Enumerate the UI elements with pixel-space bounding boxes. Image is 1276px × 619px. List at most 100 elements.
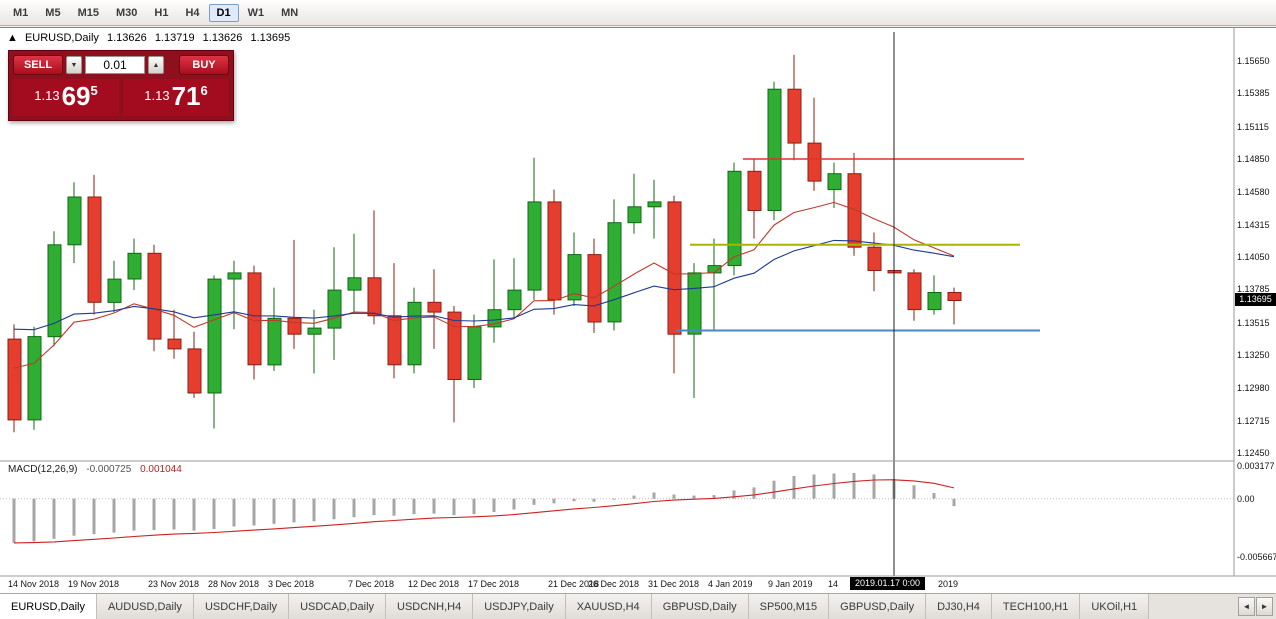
price-axis-label: 1.15650 (1237, 56, 1270, 66)
macd-histogram-bar (512, 498, 516, 510)
sell-price-display[interactable]: 1.13695 (13, 79, 119, 116)
macd-histogram-bar (312, 498, 316, 522)
macd-histogram-bar (752, 487, 756, 499)
macd-histogram-bar (232, 498, 236, 527)
chart-tab-usdchf-daily[interactable]: USDCHF,Daily (193, 594, 290, 619)
volume-input[interactable] (85, 56, 145, 74)
sell-price-pips: 69 (61, 81, 91, 111)
candle-body (327, 289, 342, 329)
macd-histogram-bar (12, 498, 16, 543)
ohlc-high: 1.13719 (154, 32, 195, 44)
macd-histogram-bar (412, 498, 416, 515)
macd-value: -0.000725 (86, 464, 132, 475)
chart-window[interactable]: ▲ EURUSD,Daily 1.13626 1.13719 1.13626 1… (0, 27, 1276, 593)
candle-body (567, 254, 582, 301)
macd-histogram-bar (432, 498, 436, 514)
date-axis-label: 2019 (938, 579, 959, 589)
chart-tab-usdcnh-h4[interactable]: USDCNH,H4 (386, 594, 474, 619)
candle-body (447, 311, 462, 381)
date-axis-label: 14 (828, 579, 839, 589)
chart-tab-gbpusd-daily[interactable]: GBPUSD,Daily (651, 594, 749, 619)
candle-body (187, 348, 202, 394)
macd-histogram-bar (612, 498, 616, 500)
macd-histogram-bar (812, 474, 816, 499)
sell-button[interactable]: SELL (13, 55, 63, 75)
timeframe-button-m5[interactable]: M5 (37, 4, 68, 22)
macd-histogram-bar (852, 472, 856, 499)
price-axis[interactable]: 1.13695 1.15650 1.15385 1.15115 1.14850 1.14… (1235, 28, 1276, 576)
date-axis-label: 12 Dec 2018 (408, 579, 460, 589)
macd-histogram-bar (792, 476, 796, 499)
macd-histogram-bar (712, 495, 716, 499)
buy-price-display[interactable]: 1.13716 (123, 79, 229, 116)
macd-histogram-bar (692, 495, 696, 499)
candle-body (867, 246, 882, 271)
macd-histogram-bar (552, 498, 556, 504)
macd-histogram-bar (132, 498, 136, 531)
chart-tab-audusd-daily[interactable]: AUDUSD,Daily (96, 594, 194, 619)
timeframe-button-m15[interactable]: M15 (70, 4, 107, 22)
candle-body (267, 317, 282, 366)
macd-name: MACD(12,26,9) (8, 464, 78, 475)
vline-date-badge: 2019.01.17 0:00 (850, 577, 926, 590)
price-axis-label: 1.15115 (1237, 121, 1269, 132)
trade-prices-row: 1.13695 1.13716 (9, 77, 233, 120)
timeframe-button-m30[interactable]: M30 (108, 4, 145, 22)
timeframe-button-h1[interactable]: H1 (146, 4, 176, 22)
chart-tab-usdjpy-daily[interactable]: USDJPY,Daily (473, 594, 566, 619)
macd-histogram-bar (272, 498, 276, 524)
time-axis[interactable]: 2019.01.17 0:00 14 Nov 2018 19 Nov 2018 23… (0, 576, 1276, 594)
macd-histogram-bar (252, 498, 256, 526)
chart-canvas[interactable] (0, 28, 1276, 594)
chart-tab-tech100-h1[interactable]: TECH100,H1 (991, 594, 1081, 619)
candle-body (747, 170, 762, 212)
candle-body (227, 272, 242, 280)
date-axis-label: 17 Dec 2018 (468, 579, 520, 589)
chart-title: ▲ EURUSD,Daily 1.13626 1.13719 1.13626 1… (7, 32, 290, 44)
chart-tab-sp500-m15[interactable]: SP500,M15 (748, 594, 830, 619)
macd-histogram-bar (452, 498, 456, 516)
macd-histogram-bar (192, 498, 196, 531)
macd-signal-line (13, 479, 955, 544)
volume-increase-button[interactable]: ▲ (148, 56, 164, 74)
candle-body (7, 338, 22, 421)
timeframe-button-m1[interactable]: M1 (5, 4, 36, 22)
price-axis-label: 1.14850 (1237, 154, 1270, 164)
candle-body (847, 173, 862, 248)
timeframe-button-h4[interactable]: H4 (177, 4, 207, 22)
macd-histogram-bar (872, 474, 876, 499)
current-price-badge: 1.13695 (1235, 293, 1276, 307)
candle-body (367, 277, 382, 317)
chart-tab-eurusd-daily[interactable]: EURUSD,Daily (0, 594, 97, 619)
macd-histogram-bar (492, 498, 496, 513)
date-axis-label: 14 Nov 2018 (8, 579, 60, 589)
macd-histogram-bar (352, 498, 356, 518)
chart-tab-dj30-h4[interactable]: DJ30,H4 (926, 594, 992, 619)
buy-price-prefix: 1.13 (144, 88, 170, 103)
tabs-scroll-right-button[interactable]: ► (1256, 597, 1273, 616)
chart-tab-gbpusd-daily[interactable]: GBPUSD,Daily (829, 594, 927, 619)
timeframe-button-d1[interactable]: D1 (208, 3, 239, 22)
chart-tab-ukoil-h1[interactable]: UKOil,H1 (1080, 594, 1150, 619)
candle-body (667, 201, 682, 335)
macd-histogram-bar (592, 498, 596, 502)
price-axis-label: 1.14315 (1237, 219, 1270, 230)
date-axis-label: 7 Dec 2018 (348, 579, 395, 589)
chart-tab-xauusd-h4[interactable]: XAUUSD,H4 (565, 594, 652, 619)
tabs-scroll-left-button[interactable]: ◄ (1238, 597, 1255, 616)
candle-body (287, 317, 302, 335)
ma-fast-line (13, 201, 955, 369)
chart-tab-usdcad-daily[interactable]: USDCAD,Daily (289, 594, 387, 619)
candle-body (427, 301, 442, 313)
volume-decrease-button[interactable]: ▼ (66, 56, 82, 74)
candle-body (587, 254, 602, 323)
candle-body (407, 301, 422, 366)
candle-body (707, 265, 722, 274)
timeframe-button-mn[interactable]: MN (273, 4, 306, 22)
date-axis-label: 31 Dec 2018 (648, 579, 700, 589)
timeframe-button-w1[interactable]: W1 (240, 4, 273, 22)
macd-histogram-bar (172, 498, 176, 530)
candle-body (507, 289, 522, 311)
buy-button[interactable]: BUY (179, 55, 229, 75)
candle-body (527, 201, 542, 291)
